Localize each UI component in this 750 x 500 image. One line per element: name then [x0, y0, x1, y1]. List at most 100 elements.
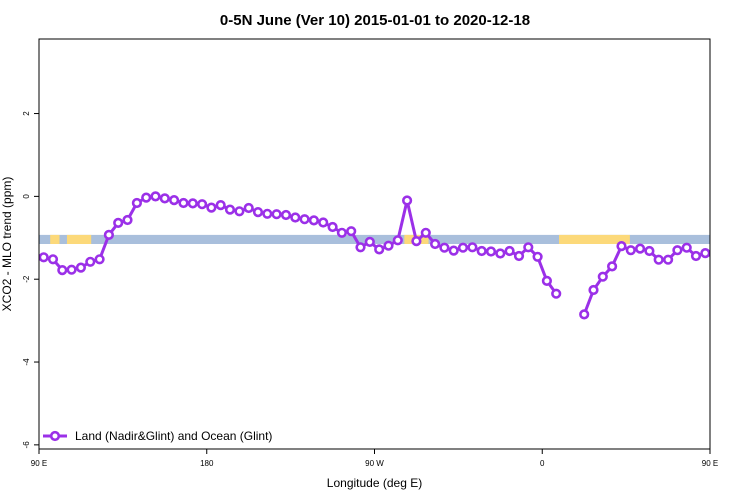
data-point [720, 255, 728, 263]
x-tick-label: 90 E [31, 459, 47, 468]
data-point [103, 229, 114, 240]
data-point [290, 212, 301, 223]
y-tick-label: -6 [22, 441, 31, 449]
data-point [402, 195, 413, 206]
data-point [252, 207, 264, 218]
data-point [457, 242, 469, 253]
data-point [467, 242, 478, 253]
data-point [159, 193, 170, 204]
data-point [346, 226, 357, 237]
legend: Land (Nadir&Glint) and Ocean (Glint) [43, 429, 272, 443]
x-tick-label: 180 [200, 459, 214, 468]
data-point [513, 250, 525, 262]
y-tick-label: 0 [22, 194, 31, 199]
data-point [392, 235, 403, 246]
data-point [308, 215, 320, 226]
data-point [364, 236, 375, 247]
data-point [57, 265, 68, 276]
data-point [85, 256, 96, 267]
land-band-segment [50, 234, 60, 244]
data-point [551, 288, 562, 299]
data-point [318, 217, 329, 228]
data-point [690, 250, 702, 262]
data-point [131, 197, 142, 209]
data-point [532, 251, 543, 262]
land-band-segment [559, 234, 630, 244]
data-point [75, 262, 86, 273]
data-point [113, 217, 124, 228]
data-point [262, 208, 273, 219]
data-point [439, 242, 450, 253]
data-point [336, 227, 348, 238]
x-tick-label: 90 E [702, 459, 718, 468]
data-point [122, 214, 133, 226]
data-point [523, 242, 534, 253]
y-tick-label: -2 [22, 275, 31, 283]
data-point [730, 266, 738, 274]
land-band-segment [731, 235, 742, 244]
data-point [411, 236, 422, 247]
y-tick-label: -4 [22, 358, 31, 366]
data-point [234, 206, 245, 217]
data-point [420, 227, 431, 238]
data-point [606, 261, 618, 272]
data-point [280, 209, 292, 221]
data-point [476, 245, 487, 257]
data-point [178, 197, 189, 209]
data-point [662, 254, 674, 265]
data-point [588, 284, 599, 296]
land-band-segment [66, 234, 92, 244]
data-point [206, 202, 217, 213]
data-point [448, 245, 459, 256]
data-point [644, 245, 655, 257]
data-point [243, 202, 254, 214]
series-line [43, 194, 558, 295]
data-point [430, 238, 441, 250]
data-point [47, 254, 59, 265]
data-point [197, 199, 208, 210]
data-point [597, 271, 608, 282]
data-point [169, 195, 180, 206]
data-point [485, 246, 497, 257]
x-axis: 90 E 180 90 W 0 90 E [31, 449, 718, 468]
data-point [66, 264, 77, 275]
legend-label: Land (Nadir&Glint) and Ocean (Glint) [75, 429, 272, 443]
data-point [541, 275, 553, 287]
data-point [672, 245, 683, 256]
data-point [327, 221, 338, 233]
data-point [94, 254, 105, 265]
data-point [625, 245, 636, 256]
legend-marker [49, 430, 61, 442]
data-point [504, 245, 515, 257]
data-point [709, 255, 710, 260]
y-tick-label: 2 [22, 111, 31, 116]
data-point [739, 266, 747, 274]
y-axis: -6 -4 -2 0 2 [22, 111, 39, 449]
series-layer [39, 191, 747, 320]
data-point [355, 242, 366, 253]
chart-title: 0-5N June (Ver 10) 2015-01-01 to 2020-12… [220, 12, 530, 29]
data-point [681, 242, 692, 253]
ocean-band [39, 234, 710, 244]
data-point [700, 248, 710, 259]
x-axis-label: Longitude (deg E) [327, 476, 422, 490]
data-point [150, 191, 161, 202]
data-point [39, 252, 49, 263]
data-point [271, 209, 282, 220]
x-tick-label: 90 W [365, 459, 384, 468]
data-point [215, 200, 226, 211]
data-point [187, 198, 198, 209]
data-point [616, 241, 627, 252]
data-point [653, 254, 664, 265]
data-point [383, 240, 394, 251]
x-tick-label: 0 [540, 459, 545, 468]
y-axis-label: XCO2 - MLO trend (ppm) [0, 177, 14, 312]
data-point [374, 244, 385, 255]
data-point [634, 243, 646, 254]
data-point [299, 214, 310, 225]
data-point [224, 204, 236, 215]
data-point [579, 309, 590, 320]
data-point [141, 192, 152, 203]
data-point [495, 248, 506, 259]
